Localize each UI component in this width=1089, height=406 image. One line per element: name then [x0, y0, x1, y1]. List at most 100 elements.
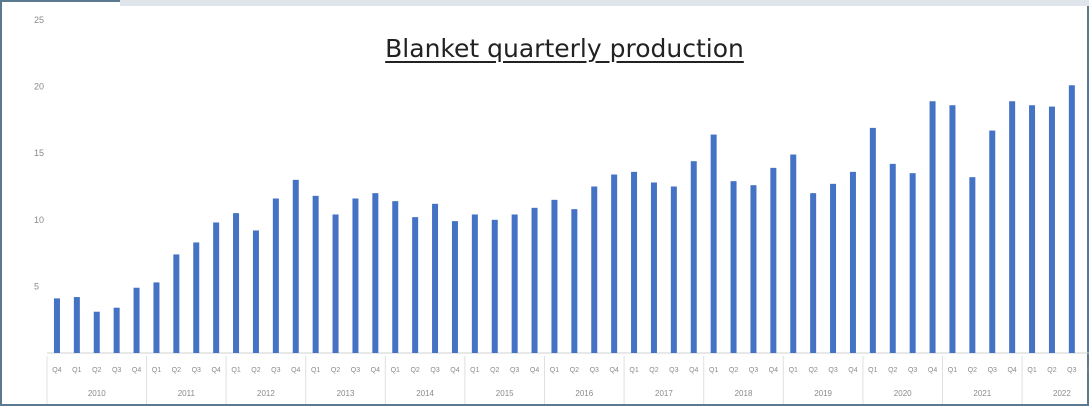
year-tick-label: 2014: [416, 389, 434, 398]
quarter-tick-label: Q2: [729, 367, 738, 374]
quarter-tick-label: Q2: [92, 367, 101, 374]
quarter-tick-label: Q4: [371, 367, 380, 374]
y-tick-label: 15: [34, 148, 44, 158]
bar: [949, 105, 956, 353]
bar: [292, 179, 299, 353]
bar: [969, 177, 976, 353]
bar: [412, 217, 419, 353]
bar: [631, 171, 638, 353]
bar: [352, 198, 359, 353]
year-tick-label: 2019: [814, 389, 832, 398]
quarter-tick-label: Q4: [848, 367, 857, 374]
y-tick-label: 20: [34, 82, 44, 92]
y-tick-label: 5: [34, 281, 39, 291]
quarter-tick-label: Q3: [430, 367, 439, 374]
bar: [830, 183, 837, 353]
quarter-tick-label: Q3: [1067, 367, 1076, 374]
quarter-tick-label: Q3: [192, 367, 201, 374]
bar: [551, 199, 558, 353]
year-tick-label: 2013: [337, 389, 355, 398]
quarter-tick-label: Q1: [72, 367, 81, 374]
quarter-tick-label: Q3: [988, 367, 997, 374]
quarter-tick-label: Q4: [1007, 367, 1016, 374]
bar: [233, 213, 240, 353]
quarter-tick-label: Q2: [490, 367, 499, 374]
quarter-tick-label: Q2: [808, 367, 817, 374]
bar: [889, 163, 896, 353]
year-tick-label: 2018: [735, 389, 753, 398]
bar: [511, 214, 518, 353]
quarter-tick-label: Q4: [609, 367, 618, 374]
bar: [53, 298, 60, 353]
quarter-tick-label: Q4: [689, 367, 698, 374]
bar: [531, 207, 538, 353]
quarter-tick-label: Q2: [570, 367, 579, 374]
bar: [1029, 105, 1036, 353]
bar: [1009, 101, 1016, 353]
bar: [213, 222, 220, 353]
quarter-tick-label: Q4: [1087, 367, 1089, 374]
bar: [770, 167, 777, 353]
year-tick-label: 2015: [496, 389, 514, 398]
quarter-tick-label: Q1: [231, 367, 240, 374]
quarter-tick-label: Q4: [769, 367, 778, 374]
quarter-tick-label: Q3: [908, 367, 917, 374]
year-tick-label: 2017: [655, 389, 673, 398]
y-tick-label: 25: [34, 15, 44, 25]
bar: [989, 130, 996, 353]
bar: [312, 195, 319, 353]
bar: [173, 254, 180, 353]
bar: [252, 230, 259, 353]
year-tick-label: 2011: [178, 389, 196, 398]
bar: [272, 198, 279, 353]
bar: [133, 287, 140, 353]
chart-title: Blanket quarterly production: [385, 34, 744, 63]
quarter-tick-label: Q1: [1027, 367, 1036, 374]
bar: [372, 193, 379, 353]
bar: [650, 182, 657, 353]
quarter-tick-label: Q1: [709, 367, 718, 374]
quarter-tick-label: Q2: [251, 367, 260, 374]
quarter-tick-label: Q3: [351, 367, 360, 374]
top-band: [120, 0, 1089, 6]
year-tick-label: 2020: [894, 389, 912, 398]
quarter-tick-label: Q1: [948, 367, 957, 374]
quarter-tick-label: Q3: [749, 367, 758, 374]
quarter-tick-label: Q1: [868, 367, 877, 374]
quarter-tick-label: Q2: [968, 367, 977, 374]
quarter-tick-label: Q1: [391, 367, 400, 374]
quarter-tick-label: Q2: [331, 367, 340, 374]
bar: [869, 127, 876, 353]
quarter-tick-label: Q3: [271, 367, 280, 374]
bar: [730, 181, 737, 353]
quarter-tick-label: Q4: [530, 367, 539, 374]
year-tick-label: 2010: [88, 389, 106, 398]
bar: [73, 297, 80, 353]
bar: [392, 201, 399, 353]
quarter-tick-label: Q1: [152, 367, 161, 374]
bar: [750, 185, 757, 353]
quarter-tick-label: Q3: [590, 367, 599, 374]
quarter-tick-label: Q4: [52, 367, 61, 374]
year-tick-label: 2016: [575, 389, 593, 398]
quarter-tick-label: Q1: [470, 367, 479, 374]
year-tick-label: 2012: [257, 389, 275, 398]
bar: [1048, 106, 1055, 353]
bar: [591, 186, 598, 353]
quarter-tick-label: Q3: [112, 367, 121, 374]
quarter-tick-label: Q1: [311, 367, 320, 374]
bar: [611, 174, 618, 353]
quarter-tick-label: Q2: [410, 367, 419, 374]
quarter-tick-label: Q1: [789, 367, 798, 374]
quarter-tick-label: Q2: [1047, 367, 1056, 374]
bar: [690, 161, 697, 353]
y-tick-label: 10: [34, 215, 44, 225]
quarter-tick-label: Q3: [669, 367, 678, 374]
bar: [1068, 85, 1075, 353]
bar: [571, 209, 578, 353]
quarter-tick-label: Q4: [291, 367, 300, 374]
bar: [471, 214, 478, 353]
quarter-tick-label: Q2: [888, 367, 897, 374]
